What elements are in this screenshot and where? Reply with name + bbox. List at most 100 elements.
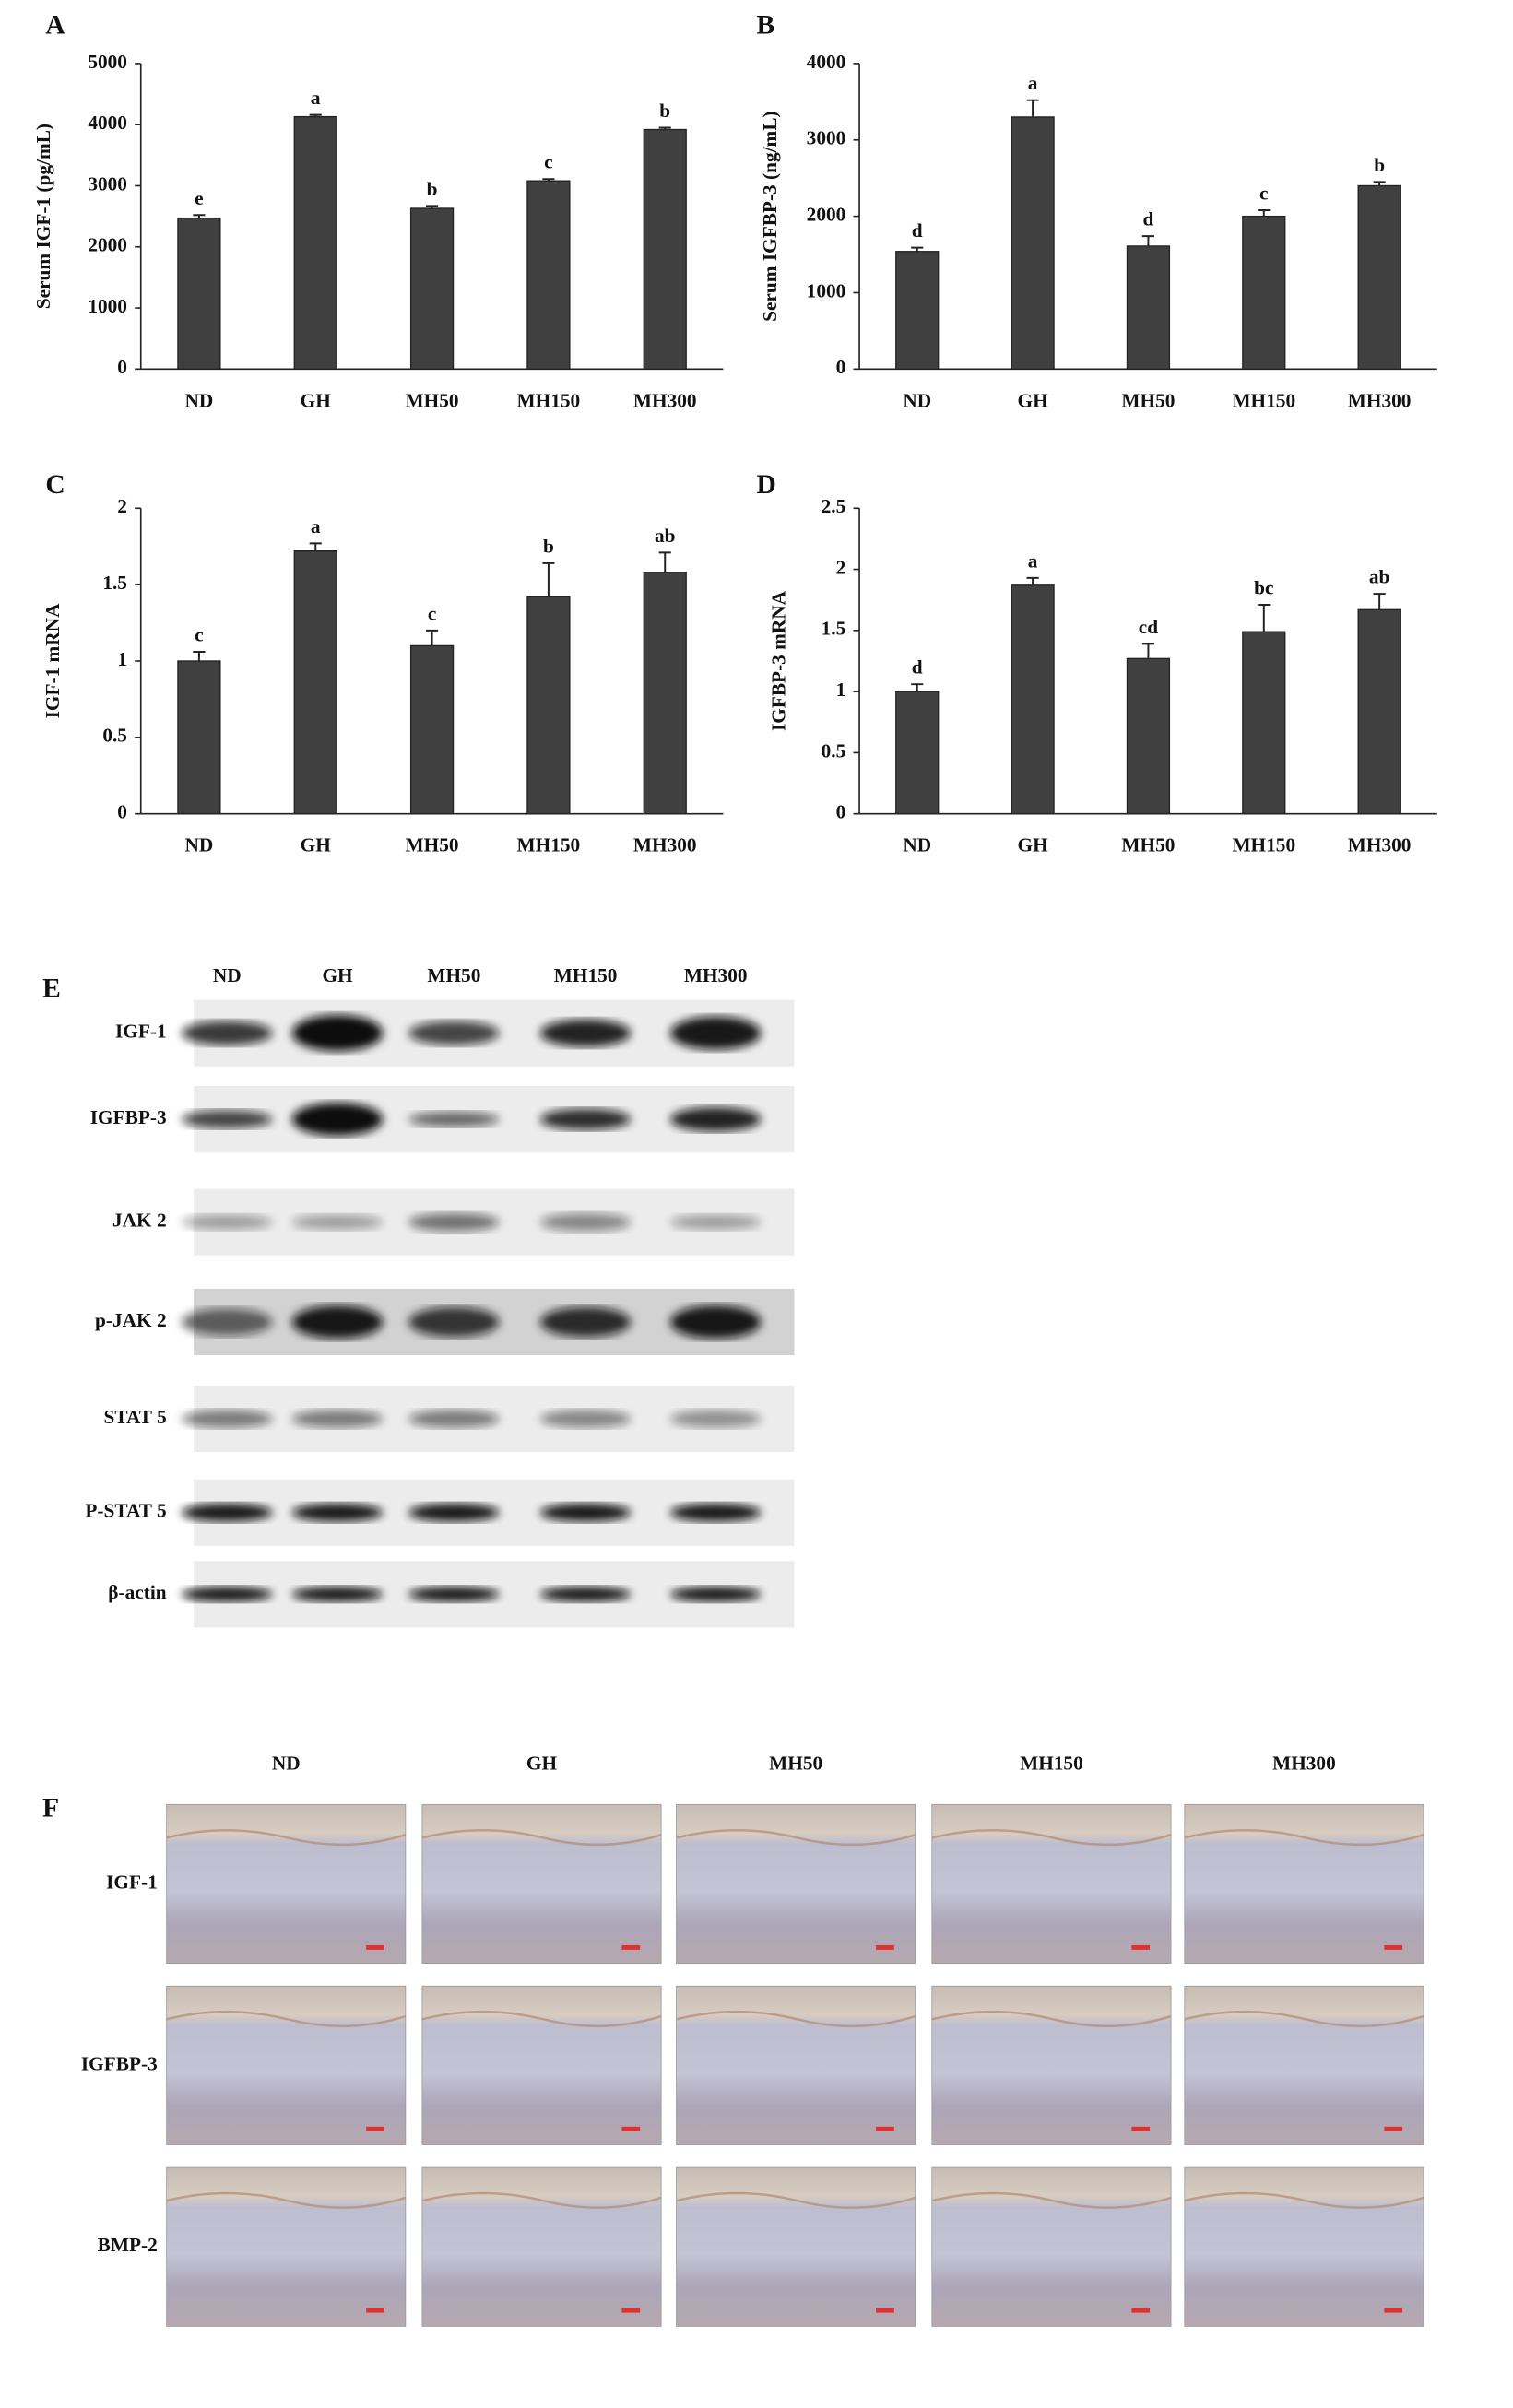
y-tick-label: 3000 [807, 127, 846, 149]
tissue-boundary [676, 2191, 916, 2209]
y-tick-label: 1.5 [102, 572, 127, 594]
scale-bar [1384, 1944, 1403, 1950]
blot-band [408, 1587, 500, 1602]
bar [643, 128, 687, 370]
x-tick-label: MH150 [1232, 834, 1295, 856]
scale-bar [1131, 1944, 1151, 1950]
bar [177, 217, 221, 370]
bar [895, 691, 940, 815]
error-bar [193, 214, 206, 218]
scale-bar [876, 1944, 894, 1950]
x-tick-label: MH50 [1121, 389, 1175, 411]
tissue-boundary [1184, 2010, 1424, 2027]
significance-letter: bc [1254, 576, 1273, 598]
column-label: MH300 [1272, 1753, 1336, 1775]
x-tick-label: GH [1018, 389, 1049, 411]
tissue-boundary [931, 1829, 1172, 1847]
row-label: JAK 2 [112, 1210, 167, 1232]
significance-letter: ab [1369, 566, 1390, 588]
blot-band [408, 1021, 500, 1045]
blot-band [291, 1587, 384, 1602]
error-bar [1141, 235, 1155, 246]
significance-letter: b [427, 178, 438, 200]
error-bar [1026, 576, 1039, 585]
bar [526, 180, 571, 370]
tissue-image [421, 1985, 662, 2145]
error-bar [1026, 99, 1039, 117]
column-label: GH [322, 964, 353, 986]
significance-letter: b [659, 100, 670, 122]
bar [1126, 657, 1171, 815]
blot-band [291, 1503, 384, 1522]
error-bar [1258, 209, 1271, 217]
blot-band [539, 1410, 632, 1428]
x-tick-label: MH50 [406, 834, 459, 856]
scale-bar [366, 1944, 384, 1950]
tissue-image [1184, 2166, 1424, 2327]
error-bar [658, 126, 671, 130]
tissue-boundary [166, 2010, 407, 2027]
y-tick-label: 3000 [88, 172, 127, 195]
tissue-boundary [931, 2191, 1172, 2209]
scale-bar [366, 2126, 384, 2131]
error-bar [309, 113, 322, 117]
scale-bar [1131, 2308, 1151, 2313]
x-tick-label: MH300 [1348, 834, 1412, 856]
tissue-boundary [676, 1829, 916, 1847]
y-tick-label: 2 [836, 556, 846, 578]
scale-bar [621, 2126, 641, 2131]
y-tick-label: 1 [117, 648, 127, 670]
tissue-image [676, 1803, 916, 1965]
x-tick-label: MH150 [1232, 389, 1295, 411]
x-tick-label: ND [185, 389, 214, 411]
column-label: MH50 [427, 964, 480, 986]
blot-band [182, 1308, 273, 1336]
y-tick-label: 2.5 [822, 495, 846, 517]
x-tick-label: MH50 [1121, 834, 1175, 856]
y-axis-label: IGFBP-3 mRNA [768, 590, 790, 731]
scale-bar [1384, 2126, 1403, 2131]
y-axis-label: Serum IGF-1 (pg/mL) [32, 124, 54, 309]
panel-label: B [757, 10, 775, 40]
tissue-image [166, 1803, 407, 1965]
bar [643, 572, 687, 815]
significance-letter: e [195, 187, 203, 209]
bar [1242, 631, 1286, 815]
bar [177, 660, 221, 815]
y-tick-label: 0.5 [822, 739, 846, 761]
bar [409, 207, 455, 370]
x-tick-label: MH150 [517, 834, 581, 856]
y-tick-label: 4000 [88, 112, 127, 134]
blot-band [408, 1111, 500, 1127]
significance-letter: a [1028, 72, 1038, 94]
x-tick-label: GH [1018, 834, 1049, 856]
significance-letter: b [1374, 154, 1385, 176]
blot-band [408, 1410, 500, 1428]
row-label: β-actin [108, 1581, 166, 1603]
bar [1357, 184, 1401, 370]
scale-bar [876, 2308, 894, 2313]
bar [1357, 608, 1401, 815]
significance-letter: c [195, 624, 203, 646]
error-bar [193, 651, 206, 661]
blot-band [669, 1016, 762, 1050]
blot-band [539, 1019, 632, 1047]
row-label: IGFBP-3 [90, 1106, 167, 1128]
error-bar [911, 683, 924, 692]
x-tick-label: ND [903, 834, 931, 856]
error-bar [911, 246, 924, 252]
y-tick-label: 1 [836, 679, 846, 701]
error-bar [1141, 643, 1155, 659]
significance-letter: c [544, 151, 552, 173]
y-tick-label: 0 [836, 356, 846, 378]
column-label: MH150 [554, 964, 618, 986]
blot-band [669, 1503, 762, 1522]
y-tick-label: 0 [117, 801, 127, 823]
significance-letter: d [1143, 208, 1154, 230]
x-tick-label: GH [301, 834, 332, 856]
panel-label: F [42, 1794, 59, 1824]
blot-band [669, 1410, 762, 1428]
tissue-image [1184, 1985, 1424, 2145]
scale-bar [366, 2308, 384, 2313]
